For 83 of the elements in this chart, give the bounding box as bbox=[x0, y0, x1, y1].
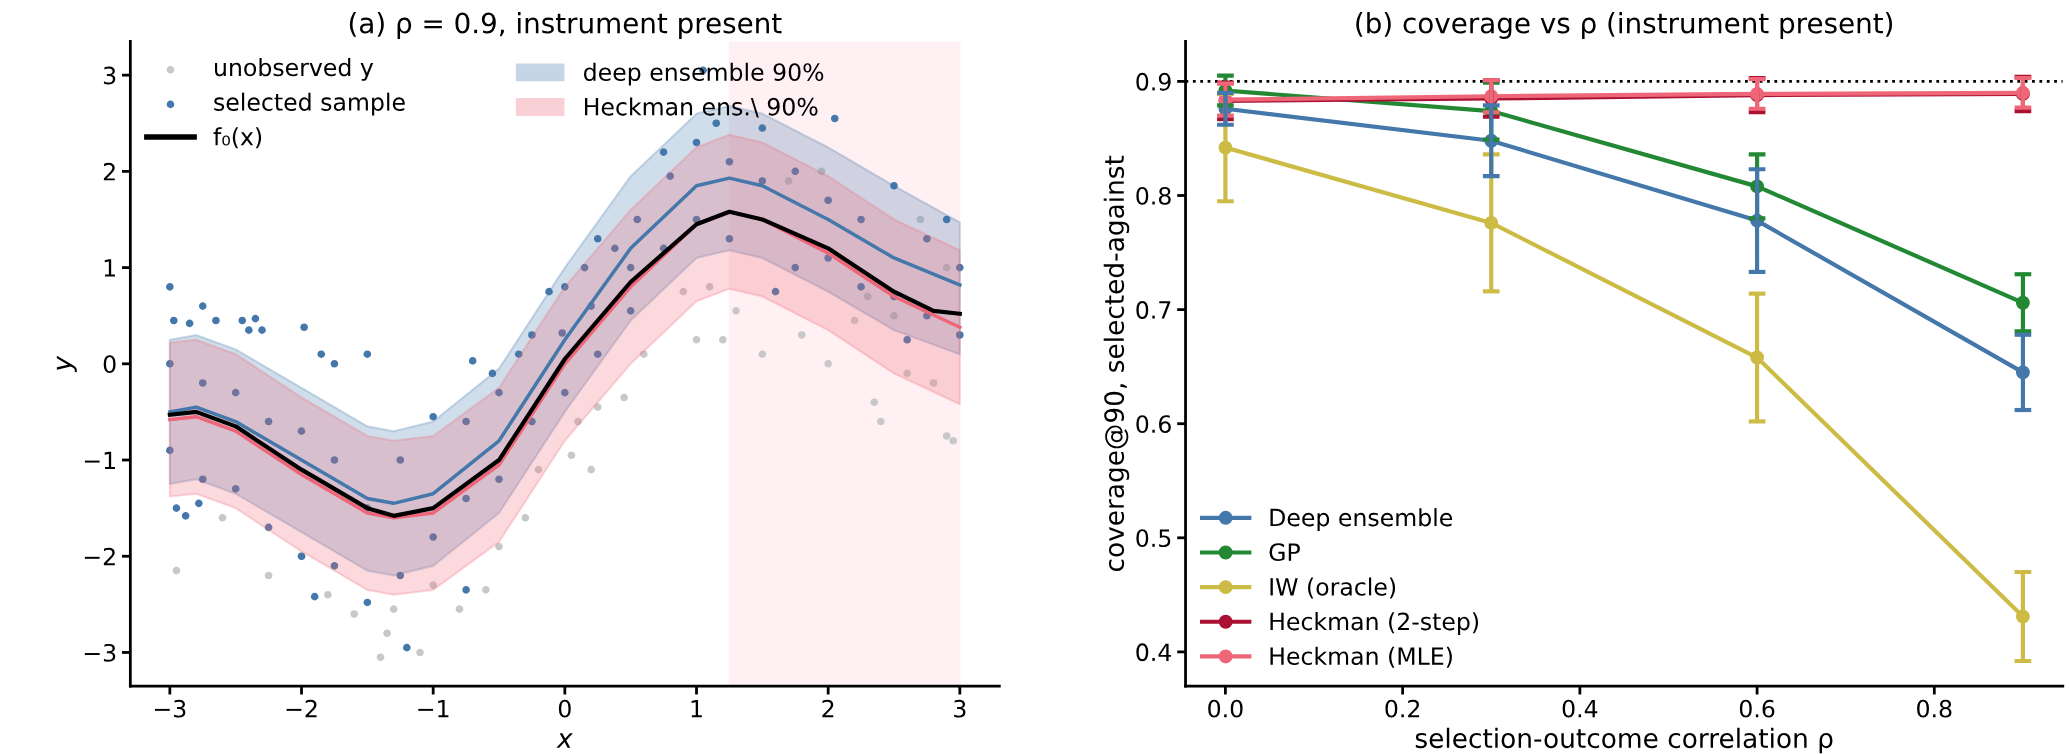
y-tick-label: 0.4 bbox=[1136, 643, 1172, 662]
x-tick-label: −3 bbox=[154, 699, 186, 718]
point bbox=[574, 417, 582, 426]
legend-label: selected sample bbox=[214, 92, 405, 116]
x-tick-label: 2 bbox=[822, 699, 834, 718]
point bbox=[863, 292, 872, 301]
point bbox=[679, 287, 688, 296]
legend-label: GP bbox=[1269, 543, 1300, 562]
x-tick-label: 0.4 bbox=[1562, 699, 1598, 718]
point bbox=[903, 369, 911, 378]
y-tick-label: −2 bbox=[84, 547, 115, 566]
x-tick-label: 3 bbox=[954, 699, 966, 718]
chart-title: (a) ρ = 0.9, instrument present bbox=[349, 12, 782, 39]
point bbox=[798, 331, 806, 339]
legend-label: f₀(x) bbox=[213, 127, 262, 149]
point bbox=[264, 571, 273, 580]
y-tick-label: 0.5 bbox=[1136, 529, 1171, 548]
point bbox=[949, 436, 958, 445]
y-tick-label: 1 bbox=[104, 259, 115, 277]
x-tick-label: −2 bbox=[286, 699, 317, 718]
point bbox=[942, 263, 951, 272]
point bbox=[620, 393, 628, 402]
point bbox=[890, 311, 898, 320]
point bbox=[429, 581, 437, 589]
y-tick-label: 0 bbox=[103, 355, 116, 374]
point bbox=[376, 653, 385, 662]
point bbox=[534, 465, 543, 474]
point bbox=[587, 465, 595, 474]
point bbox=[692, 335, 701, 344]
legend-label: IW (oracle) bbox=[1270, 577, 1396, 599]
legend-label: deep ensemble 90% bbox=[583, 62, 824, 86]
x-tick-label: 0 bbox=[558, 699, 571, 718]
point bbox=[870, 398, 879, 407]
y-axis-title: coverage@90, selected-against bbox=[1103, 155, 1130, 572]
x-axis-title: selection-outcome correlation ρ bbox=[1415, 727, 1833, 754]
point bbox=[218, 513, 227, 522]
y-axis-title: y bbox=[56, 355, 77, 373]
y-tick-label: 0.8 bbox=[1136, 186, 1171, 205]
point bbox=[350, 610, 358, 618]
point bbox=[172, 566, 181, 575]
point bbox=[640, 350, 648, 358]
y-tick-label: 3 bbox=[103, 66, 116, 85]
y-tick-label: 0.9 bbox=[1136, 72, 1171, 91]
point bbox=[389, 605, 398, 613]
point bbox=[877, 417, 885, 426]
legend-label: unobserved y bbox=[214, 58, 374, 81]
point bbox=[593, 403, 602, 411]
y-tick-label: −1 bbox=[84, 451, 115, 469]
point bbox=[455, 605, 464, 613]
x-tick-label: −1 bbox=[418, 700, 449, 718]
point bbox=[784, 177, 793, 185]
x-tick-label: 0.6 bbox=[1739, 699, 1775, 718]
point bbox=[732, 307, 740, 315]
point bbox=[705, 283, 714, 291]
point bbox=[824, 360, 832, 368]
point bbox=[482, 586, 490, 594]
point bbox=[817, 167, 826, 176]
x-tick-label: 0.2 bbox=[1385, 699, 1420, 718]
point bbox=[719, 335, 727, 344]
point bbox=[850, 316, 859, 325]
x-tick-label: 0.8 bbox=[1917, 699, 1952, 718]
point bbox=[324, 590, 332, 599]
point bbox=[916, 215, 925, 224]
chart-title: (b) coverage vs ρ (instrument present) bbox=[1356, 12, 1893, 39]
legend-label: Heckman (2-step) bbox=[1270, 612, 1479, 635]
legend-label: Heckman (MLE) bbox=[1270, 646, 1452, 668]
legend-label: Deep ensemble bbox=[1270, 508, 1453, 531]
x-axis-title: x bbox=[556, 733, 573, 748]
y-tick-label: −3 bbox=[84, 643, 116, 662]
point bbox=[383, 629, 391, 638]
legend-label: Heckman ens.\ 90% bbox=[585, 97, 818, 118]
y-tick-label: 0.6 bbox=[1136, 415, 1171, 434]
y-tick-label: 0.7 bbox=[1136, 301, 1171, 319]
x-tick-label: 1 bbox=[691, 700, 702, 718]
point bbox=[495, 542, 503, 551]
point bbox=[758, 350, 767, 358]
point bbox=[929, 379, 938, 387]
point bbox=[942, 432, 951, 440]
point bbox=[416, 648, 424, 657]
x-tick-label: 0.0 bbox=[1208, 699, 1243, 718]
y-tick-label: 2 bbox=[103, 162, 115, 181]
point bbox=[567, 451, 576, 460]
point bbox=[521, 513, 530, 522]
